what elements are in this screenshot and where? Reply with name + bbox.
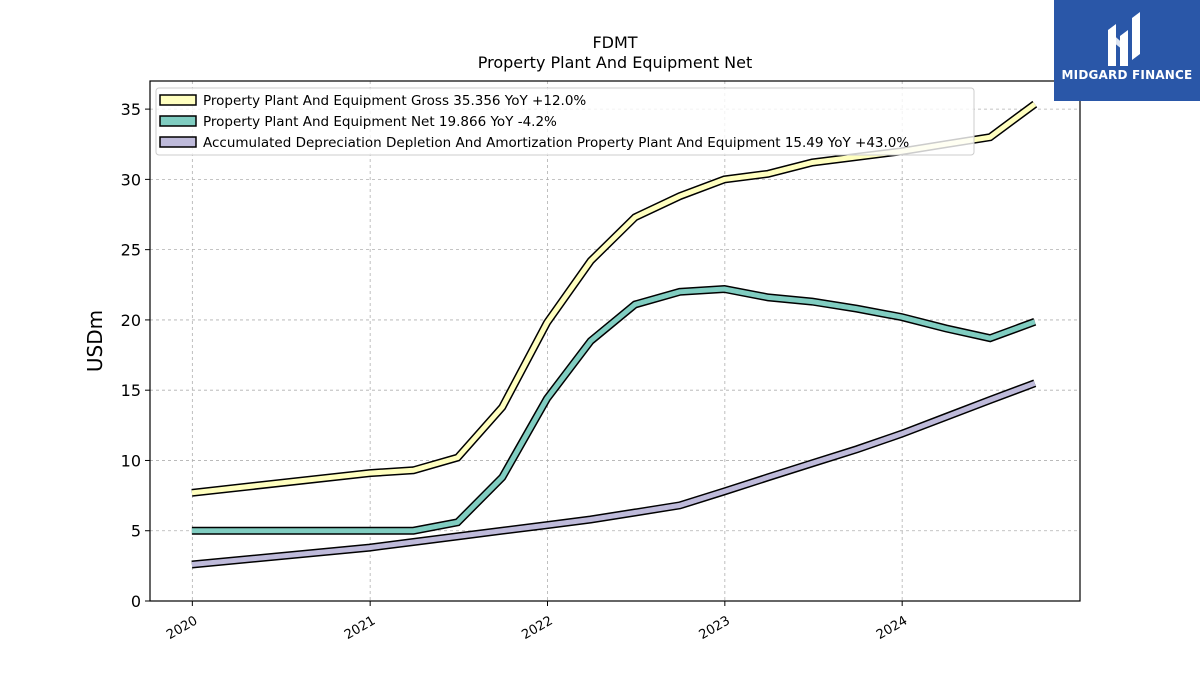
grid [150, 81, 1080, 601]
x-tick-label: 2021 [342, 613, 378, 643]
y-tick-label: 0 [131, 592, 141, 611]
brand-name: MIDGARD FINANCE [1061, 68, 1193, 82]
chart-subtitle: Property Plant And Equipment Net [478, 53, 753, 72]
series-2 [191, 379, 1037, 569]
legend-entry: Property Plant And Equipment Gross 35.35… [203, 93, 586, 109]
series-1 [191, 284, 1037, 535]
x-tick-label: 2022 [519, 613, 555, 643]
y-tick-label: 5 [131, 522, 141, 541]
y-tick-label: 30 [121, 170, 141, 189]
plot-frame [149, 80, 1081, 602]
x-axis: 2020 2021 2022 2023 2024 [164, 601, 910, 643]
legend-swatch [159, 115, 197, 127]
legend-swatch [159, 94, 197, 106]
y-tick-label: 15 [121, 381, 141, 400]
series-line [191, 380, 1036, 567]
x-tick-label: 2023 [697, 613, 733, 643]
y-axis-label: USDm [83, 310, 107, 372]
legend-entry: Accumulated Depreciation Depletion And A… [203, 135, 909, 151]
chart-title: FDMT [592, 33, 637, 52]
y-tick-label: 10 [121, 451, 141, 470]
legend-swatch [159, 136, 197, 148]
y-tick-label: 20 [121, 311, 141, 330]
brand-logo: MIDGARD FINANCE [1054, 0, 1200, 101]
y-axis: 0 5 10 15 20 25 30 35 [121, 100, 150, 611]
y-tick-label: 35 [121, 100, 141, 119]
series-line-outline [191, 379, 1037, 569]
logo-mark-icon [1108, 12, 1140, 66]
legend-box [155, 87, 975, 156]
legend-entry: Property Plant And Equipment Net 19.866 … [203, 114, 557, 130]
series-layer [191, 100, 1038, 569]
x-tick-label: 2020 [164, 613, 200, 643]
series-line [191, 286, 1036, 534]
x-tick-label: 2024 [874, 613, 910, 643]
legend: Property Plant And Equipment Gross 35.35… [155, 87, 975, 156]
y-tick-label: 25 [121, 241, 141, 260]
